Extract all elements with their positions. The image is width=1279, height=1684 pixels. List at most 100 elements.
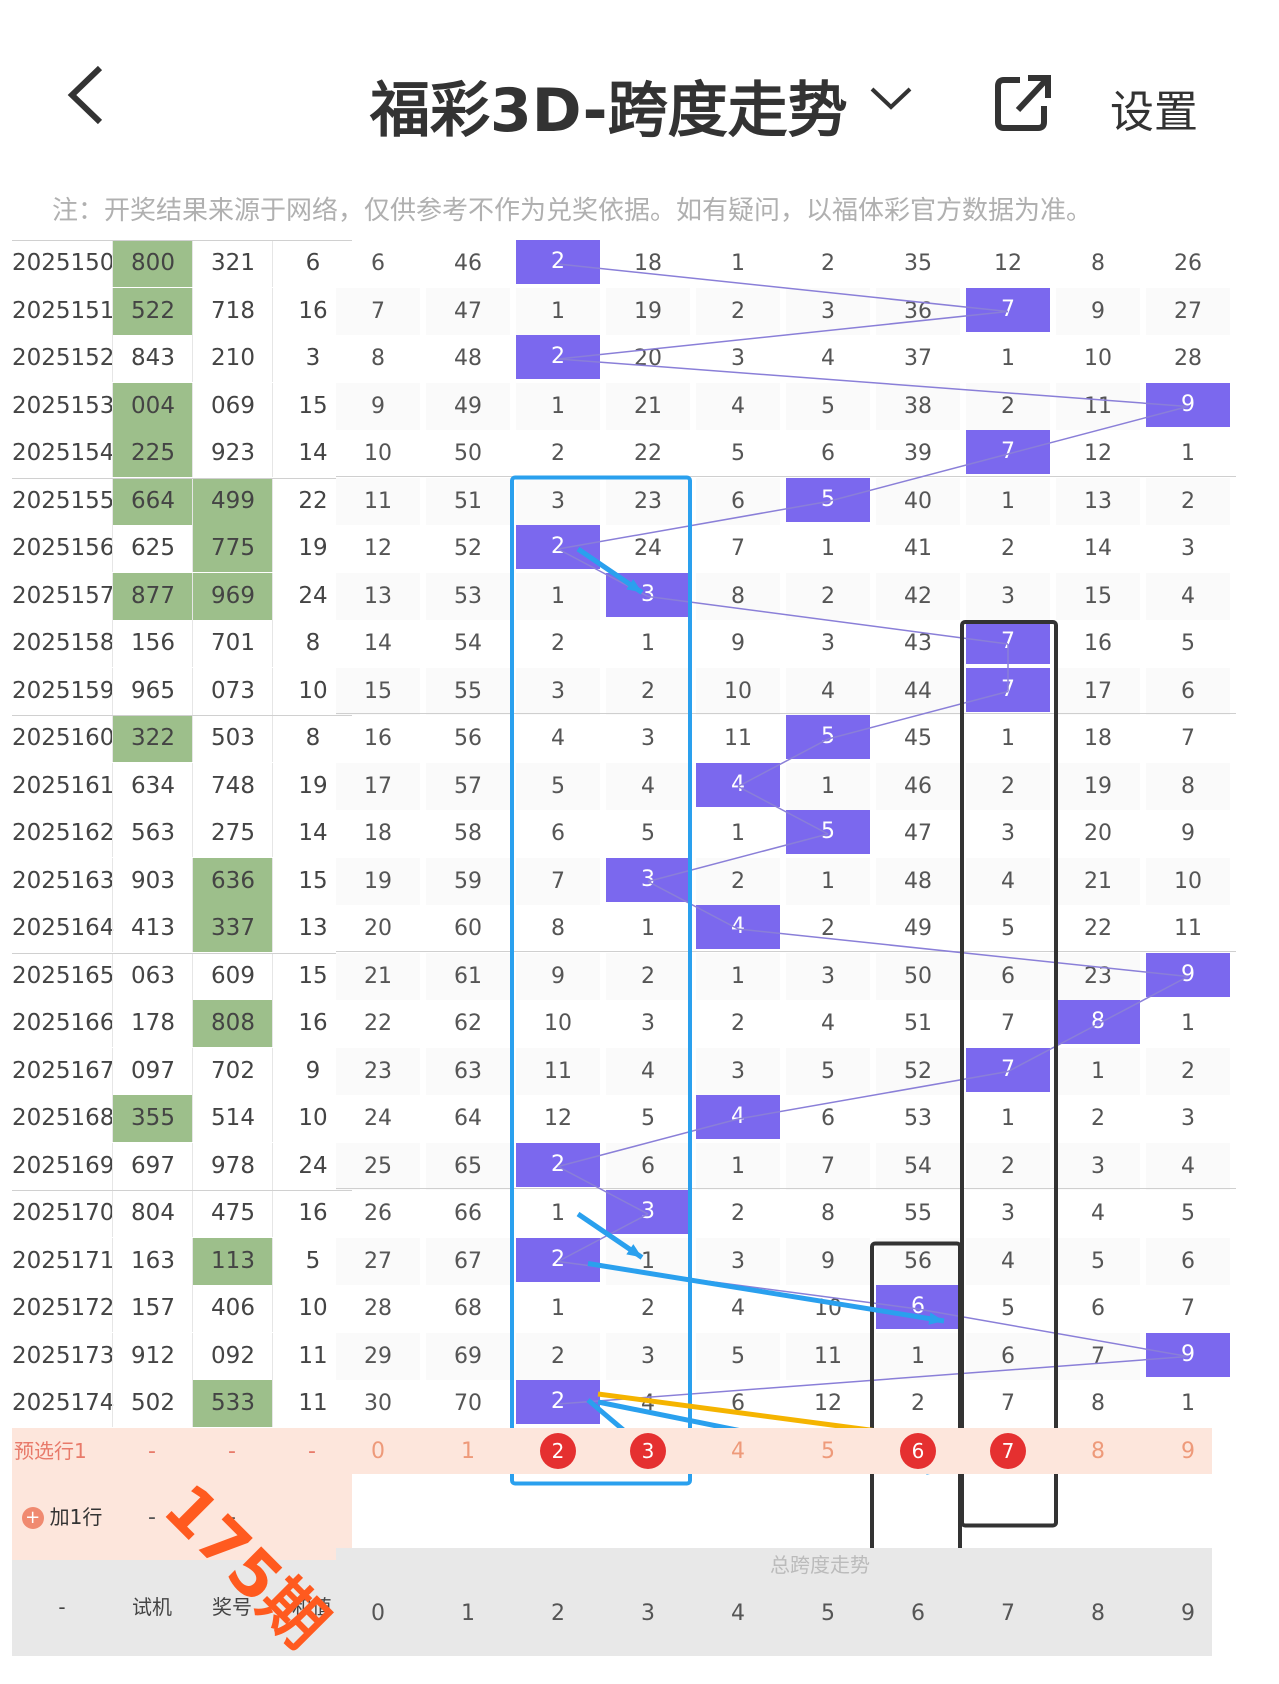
sum-cell: 15: [272, 952, 353, 1000]
draw-cell: 636: [192, 857, 273, 905]
draw-cell: 808: [192, 1000, 273, 1047]
grid-row-separator: [336, 1188, 1236, 1189]
grid-cell: 57: [426, 762, 510, 810]
settings-button[interactable]: 设置: [1110, 87, 1198, 138]
grid-cell: 1: [1001, 1106, 1015, 1131]
span-highlight-cell: 9: [1146, 1332, 1230, 1377]
preselect-digit[interactable]: 8: [1091, 1438, 1105, 1464]
grid-cell: 8: [371, 346, 385, 371]
draw-cell: 978: [192, 1142, 273, 1190]
preselect-digit[interactable]: 4: [731, 1438, 745, 1464]
preselect-digit-selected[interactable]: 2: [516, 1428, 600, 1475]
period-cell: 2025174: [12, 1390, 115, 1416]
span-highlight-cell: 4: [696, 762, 780, 807]
table-row: 2025173 912 092 11: [12, 1332, 352, 1380]
preselect-digit-selected[interactable]: 7: [966, 1428, 1050, 1475]
table-row: 2025158 156 701 8: [12, 620, 352, 667]
period-cell: 2025153: [12, 392, 115, 419]
span-highlight-cell: 3: [606, 572, 690, 617]
grid-cell: 10: [696, 667, 780, 715]
grid-cell: 19: [336, 857, 420, 905]
sum-cell: 16: [272, 287, 353, 335]
grid-cell: 3: [1001, 821, 1015, 846]
draw-cell: 499: [192, 477, 273, 525]
chevron-down-icon[interactable]: [868, 70, 914, 124]
add-row-button[interactable]: + 加1行: [12, 1494, 112, 1541]
grid-cell: 61: [426, 952, 510, 1000]
footer-digit: 7: [1001, 1600, 1015, 1626]
grid-cell: 48: [876, 857, 960, 905]
footer-digit: 8: [1091, 1600, 1105, 1626]
share-icon[interactable]: [992, 72, 1051, 132]
draw-cell: 923: [192, 430, 273, 477]
preselect-grid-row[interactable]: [336, 1427, 1212, 1474]
grid-cell: 23: [1056, 952, 1140, 1000]
grid-cell: 11: [1174, 916, 1202, 941]
draw-cell: 514: [192, 1095, 273, 1142]
grid-cell: 10: [544, 1011, 572, 1036]
grid-cell: 2: [696, 857, 780, 905]
trend-title: 总跨度走势: [770, 1552, 870, 1577]
grid-cell: 2: [606, 952, 690, 1000]
app-header: 福彩3D-跨度走势 设置: [0, 0, 1279, 180]
grid-cell: 6: [696, 477, 780, 525]
preselect-label: 预选行1: [14, 1438, 87, 1463]
period-cell: 2025162: [12, 820, 115, 846]
grid-cell: 55: [426, 667, 510, 715]
grid-cell: 28: [1174, 346, 1202, 371]
grid-cell: 5: [786, 1047, 870, 1095]
preselect-digit[interactable]: 1: [461, 1438, 475, 1464]
table-row: 2025164 413 337 13: [12, 905, 352, 952]
grid-cell: 4: [606, 1047, 690, 1095]
page-title[interactable]: 福彩3D-跨度走势: [370, 76, 848, 146]
trial-cell: 063: [112, 952, 193, 1000]
footer-digit: 3: [641, 1600, 655, 1626]
grid-cell: 27: [336, 1237, 420, 1285]
grid-cell: 5: [516, 762, 600, 810]
trial-cell: 004: [112, 382, 193, 430]
grid-cell: 22: [364, 1011, 392, 1036]
row-separator: [12, 477, 352, 479]
grid-cell: 10: [1146, 857, 1230, 905]
table-row: 2025168 355 514 10: [12, 1095, 352, 1142]
chevron-left-icon[interactable]: [62, 60, 112, 140]
grid-cell: 22: [1084, 916, 1112, 941]
preselect-digit-selected[interactable]: 3: [606, 1428, 690, 1475]
span-highlight-cell: 5: [786, 477, 870, 522]
grid-cell: 1: [1001, 346, 1015, 371]
preselect-digit[interactable]: 9: [1181, 1438, 1195, 1464]
period-cell: 2025160: [12, 725, 115, 751]
span-highlight-cell: 2: [516, 1142, 600, 1187]
grid-cell: 47: [426, 287, 510, 335]
grid-cell: 49: [426, 382, 510, 430]
grid-cell: 4: [641, 1391, 655, 1416]
preselect-digit[interactable]: 0: [371, 1438, 385, 1464]
period-cell: 2025151: [12, 297, 115, 324]
grid-cell: 2: [696, 287, 780, 335]
table-row: 2025174 502 533 11: [12, 1380, 352, 1427]
grid-cell: 2: [731, 1011, 745, 1036]
trial-cell: 502: [112, 1380, 193, 1427]
grid-cell: 1: [551, 1296, 565, 1321]
span-highlight-cell: 5: [786, 715, 870, 759]
grid-cell: 29: [336, 1332, 420, 1380]
add-row-label[interactable]: 加1行: [49, 1504, 103, 1529]
grid-cell: 6: [1091, 1296, 1105, 1321]
grid-cell: 5: [696, 1332, 780, 1380]
sum-cell: 16: [272, 1190, 353, 1237]
plus-circle-icon[interactable]: +: [21, 1507, 44, 1529]
period-cell: 2025159: [12, 677, 115, 704]
draw-cell: 718: [192, 287, 273, 335]
grid-cell: 1: [696, 1142, 780, 1190]
footer-dash: -: [58, 1594, 66, 1619]
grid-cell: 50: [454, 441, 482, 466]
preselect-row[interactable]: [12, 1427, 352, 1474]
preselect-digit[interactable]: 5: [821, 1438, 835, 1464]
span-highlight-cell: 4: [696, 905, 780, 949]
grid-cell: 26: [364, 1201, 392, 1226]
disclaimer-note: 注：开奖结果来源于网络，仅供参考不作为兑奖依据。如有疑问，以福体彩官方数据为准。: [52, 196, 1093, 226]
grid-cell: 6: [371, 251, 385, 276]
preselect-digit-selected[interactable]: 6: [876, 1428, 960, 1475]
grid-cell: 4: [1091, 1201, 1105, 1226]
grid-cell: 6: [821, 441, 835, 466]
